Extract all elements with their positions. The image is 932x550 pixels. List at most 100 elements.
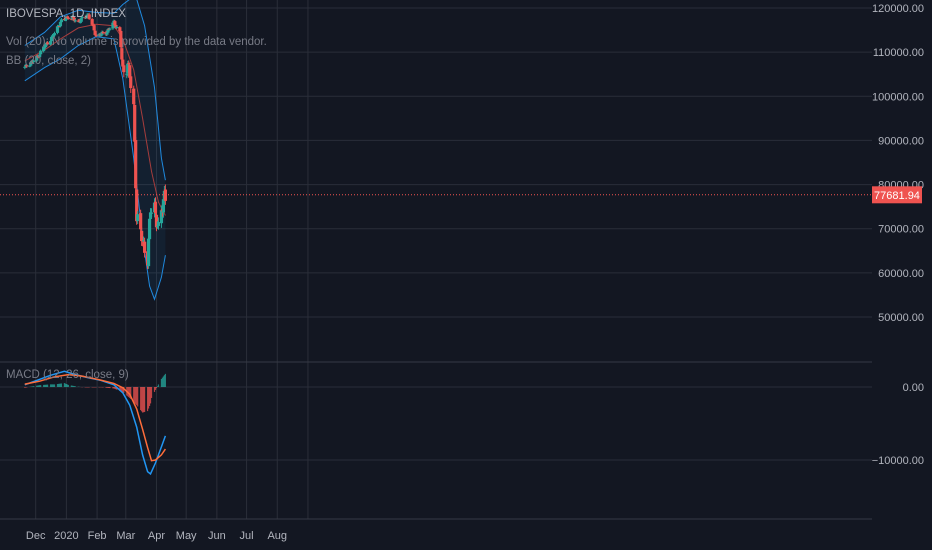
candle-body[interactable] — [64, 17, 68, 20]
candle-body[interactable] — [58, 21, 63, 27]
candle-body[interactable] — [43, 47, 47, 49]
time-tick-label: Mar — [116, 530, 135, 542]
candle-body[interactable] — [72, 17, 76, 21]
price-tick-label: 60000.00 — [878, 268, 924, 280]
candle-body[interactable] — [78, 21, 82, 23]
candle-body[interactable] — [105, 32, 109, 35]
candle-body[interactable] — [121, 59, 125, 67]
candle-body[interactable] — [52, 33, 57, 36]
candle-body[interactable] — [42, 47, 46, 52]
candle-body[interactable] — [147, 218, 152, 240]
candle-body[interactable] — [79, 18, 83, 22]
price-axis-background — [872, 0, 932, 550]
candle-body[interactable] — [119, 30, 123, 48]
macd-legend[interactable]: MACD (12, 26, close, 9) — [6, 369, 129, 381]
candle-body[interactable] — [153, 201, 158, 214]
candle-body[interactable] — [25, 65, 29, 67]
candle-body[interactable] — [106, 29, 110, 33]
candle-body[interactable] — [87, 14, 91, 19]
macd-tick-label: −10000.00 — [872, 455, 924, 467]
candle-body[interactable] — [57, 26, 62, 28]
volume-legend[interactable]: Vol (20): No volume is provided by the d… — [6, 36, 267, 48]
candle-body[interactable] — [62, 19, 67, 21]
candle-body[interactable] — [135, 189, 139, 222]
bollinger-legend[interactable]: BB (20, close, 2) — [6, 55, 92, 67]
symbol-legend[interactable]: IBOVESPA, 1D, INDEX — [6, 8, 126, 20]
candle-body[interactable] — [30, 60, 34, 64]
candle-body[interactable] — [118, 27, 122, 32]
candle-body[interactable] — [63, 19, 67, 21]
price-tick-label: 110000.00 — [873, 47, 924, 59]
candle-body[interactable] — [48, 40, 53, 45]
candle-body[interactable] — [125, 73, 129, 75]
candle-body[interactable] — [159, 210, 164, 224]
candle-body[interactable] — [143, 241, 147, 253]
price-tick-label: 70000.00 — [878, 224, 924, 236]
candle-body[interactable] — [129, 76, 133, 89]
candle-body[interactable] — [59, 19, 64, 23]
candle-body[interactable] — [128, 65, 132, 78]
candle-body[interactable] — [92, 25, 96, 31]
candle-body[interactable] — [77, 20, 81, 23]
candle-body[interactable] — [126, 63, 130, 73]
price-axis[interactable]: 120000.00110000.00100000.0090000.0080000… — [872, 0, 932, 550]
candle-body[interactable] — [122, 65, 126, 73]
candle-body[interactable] — [66, 17, 70, 19]
candles[interactable] — [0, 12, 872, 270]
grid — [0, 0, 872, 520]
candle-body[interactable] — [115, 26, 119, 28]
macd-tick-label: 0.00 — [903, 382, 924, 394]
candle-body[interactable] — [44, 44, 48, 48]
candle-body[interactable] — [35, 56, 39, 61]
candle-body[interactable] — [132, 88, 136, 105]
candle-body[interactable] — [136, 214, 140, 222]
candle-body[interactable] — [38, 54, 42, 58]
candle-body[interactable] — [156, 222, 161, 226]
candle-body[interactable] — [80, 16, 84, 18]
candle-body[interactable] — [84, 17, 88, 19]
candle-body[interactable] — [149, 212, 154, 214]
candle-body[interactable] — [90, 19, 94, 25]
candle-body[interactable] — [99, 34, 103, 36]
candle-body[interactable] — [45, 42, 50, 45]
candle-body[interactable] — [94, 34, 98, 36]
candle-body[interactable] — [32, 60, 36, 62]
candle-body[interactable] — [55, 26, 60, 33]
candle-body[interactable] — [39, 50, 43, 55]
candle-body[interactable] — [71, 17, 75, 19]
candle-body[interactable] — [146, 238, 151, 267]
candle-body[interactable] — [142, 240, 146, 242]
candle-body[interactable] — [127, 63, 131, 65]
candle-body[interactable] — [73, 20, 77, 22]
candle-body[interactable] — [154, 214, 159, 228]
candle-body[interactable] — [69, 18, 73, 20]
candle-body[interactable] — [134, 140, 138, 189]
candle-body[interactable] — [161, 199, 166, 213]
candle-body[interactable] — [23, 66, 27, 68]
candle-body[interactable] — [108, 28, 112, 30]
candle-body[interactable] — [140, 230, 144, 242]
candle-body[interactable] — [36, 55, 40, 57]
candle-body[interactable] — [114, 24, 118, 28]
candle-body[interactable] — [120, 48, 124, 60]
time-tick-label: Feb — [88, 530, 107, 542]
candle-body[interactable] — [101, 32, 105, 34]
candle-body[interactable] — [111, 22, 115, 29]
candle-body[interactable] — [93, 30, 97, 35]
candle-body[interactable] — [113, 21, 117, 26]
candle-body[interactable] — [100, 31, 104, 35]
time-tick-label: Jun — [208, 530, 226, 542]
candle-body[interactable] — [29, 62, 33, 66]
candle-body[interactable] — [133, 104, 137, 142]
time-axis[interactable]: Dec 2020 Feb Mar Apr May Jun Jul Aug — [26, 530, 287, 542]
candle-body[interactable] — [139, 213, 143, 230]
candle-body[interactable] — [28, 65, 32, 67]
candle-body[interactable] — [65, 16, 69, 18]
candle-body[interactable] — [85, 14, 89, 18]
candle-body[interactable] — [49, 36, 54, 42]
time-tick-label: Dec — [26, 530, 46, 542]
candle-body[interactable] — [155, 225, 160, 227]
candle-body[interactable] — [51, 35, 56, 37]
candle-body[interactable] — [148, 212, 153, 218]
